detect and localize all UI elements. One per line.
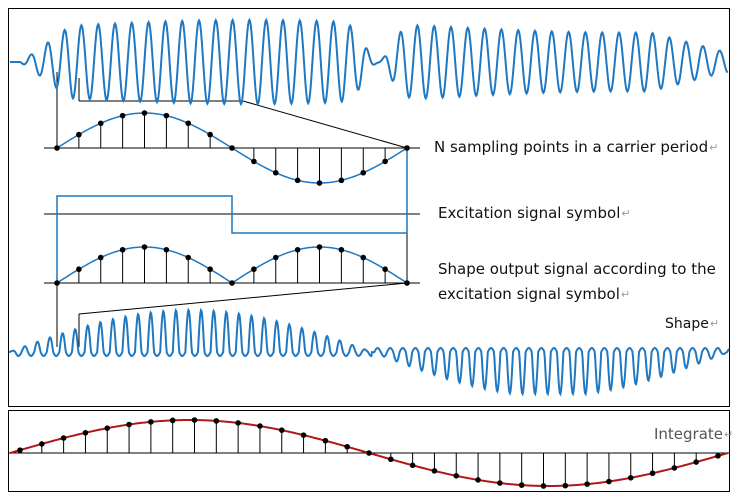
integrate-sample-point xyxy=(213,418,220,424)
sine-sample-point xyxy=(76,131,82,138)
integrate-sample-point xyxy=(540,483,547,489)
shaped-sample-point xyxy=(316,244,323,250)
sine-sample-point xyxy=(338,177,345,184)
shaped-sample-point xyxy=(272,254,279,261)
integrate-sample-point xyxy=(235,420,241,426)
integrate-sample-point xyxy=(17,447,23,453)
integrate-sample-point xyxy=(475,477,481,483)
integrate-sample-point xyxy=(649,470,656,477)
integrate-sample-point xyxy=(606,478,612,485)
paragraph-mark-icon: ↵ xyxy=(724,428,734,441)
sine-sample-point xyxy=(360,169,367,176)
integrate-sample-point xyxy=(126,421,132,428)
integrate-sample-point xyxy=(627,475,634,481)
integrate-sample-point xyxy=(562,482,569,489)
sine-sample-point xyxy=(119,112,126,119)
shaped-sample-point xyxy=(76,266,82,273)
shaped-sample-point xyxy=(382,266,388,273)
upper-panel-frame xyxy=(8,8,730,407)
sine-sample-point xyxy=(294,177,301,184)
integrate-sample-point xyxy=(344,443,350,450)
integrate-sample-point xyxy=(60,435,67,441)
integrate-sample-point xyxy=(300,432,307,438)
integrate-sample-point xyxy=(388,456,394,463)
sampling-points-label: N sampling points in a carrier period↵ xyxy=(434,137,718,158)
shaped-sample-point xyxy=(141,244,148,250)
shape-output-text: Shape output signal according to the exc… xyxy=(438,260,716,303)
shape-label: Shape↵ xyxy=(665,314,719,334)
sine-sample-point xyxy=(97,120,104,127)
shaped-sample-point xyxy=(251,266,257,273)
shape-output-label: Shape output signal according to the exc… xyxy=(438,257,738,307)
shaped-sample-point xyxy=(338,246,345,253)
shaped-sample-point xyxy=(97,254,104,261)
integrate-sample-point xyxy=(671,465,678,471)
bottom-zoom-diagonal xyxy=(78,282,408,315)
integrate-sample-point xyxy=(322,437,329,444)
shaped-sample-point xyxy=(185,254,192,261)
shaped-sample-point xyxy=(404,280,410,286)
integrate-sample-point xyxy=(715,453,721,459)
shaped-sample-point xyxy=(207,266,213,273)
integrate-sample-point xyxy=(104,425,111,431)
integrate-sample-point xyxy=(584,481,590,487)
paragraph-mark-icon: ↵ xyxy=(620,288,631,301)
integrate-text: Integrate xyxy=(654,425,724,443)
integrate-sample-point xyxy=(497,480,503,486)
sine-sample-point xyxy=(272,169,279,176)
excitation-symbol-label: Excitation signal symbol↵ xyxy=(438,203,631,224)
shaped-sample-point xyxy=(54,280,60,286)
integrate-sample-point xyxy=(518,482,525,488)
sine-sample-point xyxy=(382,158,388,165)
integrate-sample-point xyxy=(431,468,438,474)
shaped-sample-point xyxy=(229,280,235,286)
integrate-sample-point xyxy=(191,417,198,423)
top-carrier-wave xyxy=(10,17,729,107)
lower-panel-frame xyxy=(8,410,730,492)
integrate-sample-point xyxy=(39,441,45,447)
integrate-sample-point xyxy=(693,459,699,465)
shaped-sample-point xyxy=(119,246,126,253)
integrate-sample-point xyxy=(366,450,372,456)
integrate-sample-point xyxy=(409,462,416,469)
sine-sample-point xyxy=(141,110,148,116)
top-zoom-diagonal xyxy=(242,100,408,149)
paragraph-mark-icon: ↵ xyxy=(709,141,719,154)
sine-sample-point xyxy=(185,120,192,127)
integrate-sample-point xyxy=(82,429,89,436)
shape-text: Shape xyxy=(665,316,709,332)
excitation-symbol-wave xyxy=(56,148,408,283)
paragraph-mark-icon: ↵ xyxy=(621,207,631,220)
sine-sample-point xyxy=(316,180,323,186)
sine-sample-point xyxy=(163,112,170,119)
integrate-sample-point xyxy=(169,417,176,424)
sine-sample-point xyxy=(54,145,60,151)
sampling-points-text: N sampling points in a carrier period xyxy=(434,138,709,156)
integrate-label: Integrate↵ xyxy=(654,424,733,445)
shaped-sample-point xyxy=(163,246,170,253)
integrate-sample-point xyxy=(257,423,263,429)
shaped-output-curve xyxy=(56,246,408,284)
shaped-sample-point xyxy=(294,246,301,253)
sine-sample-point xyxy=(404,145,410,151)
excitation-symbol-text: Excitation signal symbol xyxy=(438,204,621,222)
integrate-sample-point xyxy=(453,473,460,479)
shape-carrier-wave xyxy=(8,307,730,397)
shaped-sample-point xyxy=(360,254,367,261)
sine-sample-point xyxy=(251,158,257,165)
paragraph-mark-icon: ↵ xyxy=(709,317,720,330)
integrate-sample-point xyxy=(278,427,285,433)
sine-sample-point xyxy=(229,145,235,151)
sine-sample-point xyxy=(207,131,213,138)
integrate-sample-point xyxy=(148,419,154,425)
